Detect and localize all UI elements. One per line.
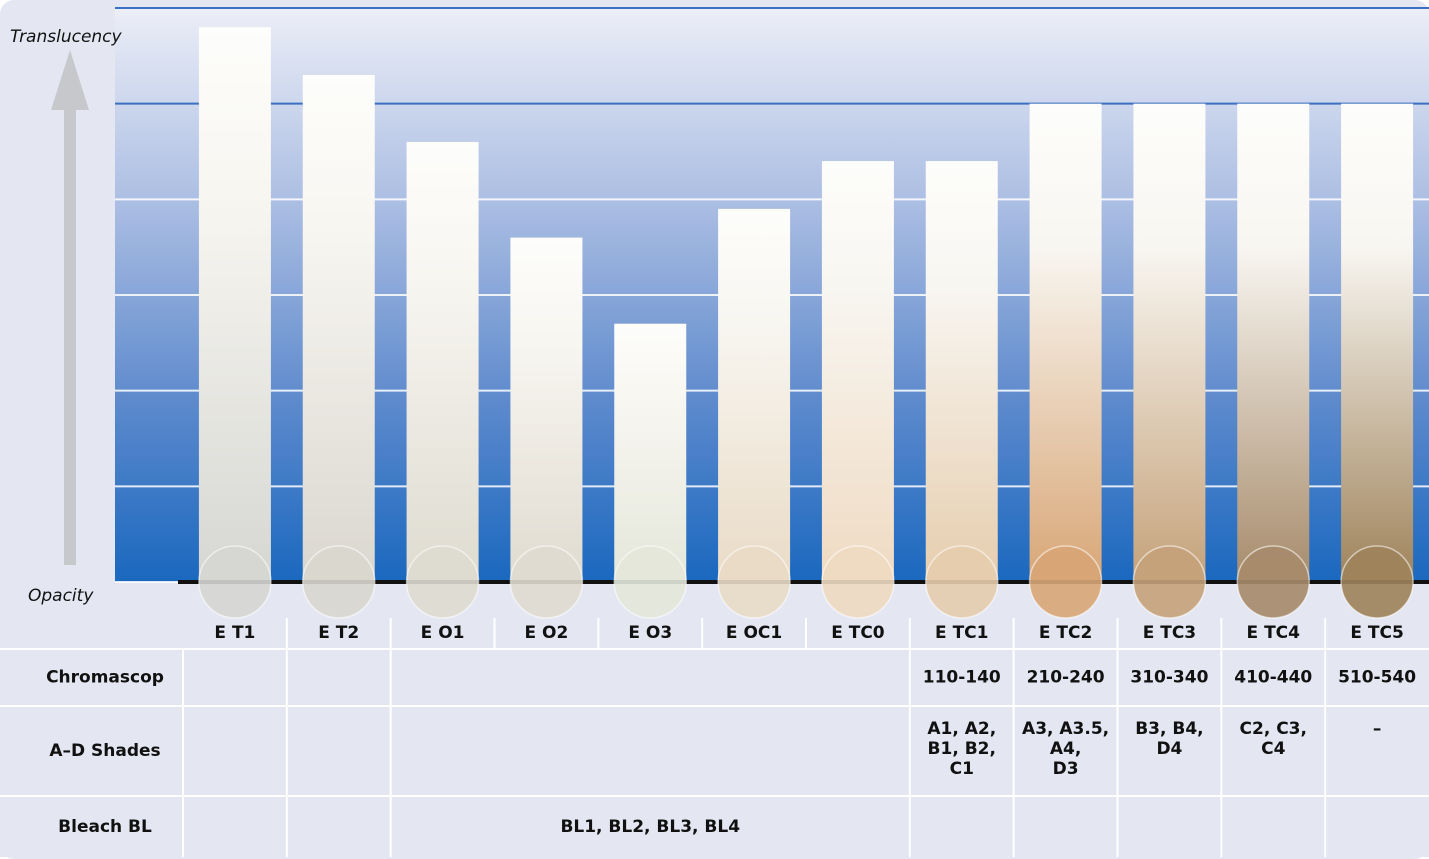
cell-text: A1, A2,	[927, 719, 996, 739]
top-label: Translucency	[10, 27, 123, 47]
cell-text: C2, C3,	[1240, 719, 1307, 739]
cell-text: –	[1373, 719, 1382, 739]
x-tick-label: E TC3	[1143, 623, 1196, 643]
x-tick-label: E OC1	[726, 623, 782, 643]
x-tick-label: E O3	[628, 623, 672, 643]
x-tick-label: E TC2	[1039, 623, 1092, 643]
cell-text: B1, B2,	[928, 739, 996, 759]
bar	[821, 161, 894, 583]
bar	[198, 27, 271, 582]
bottom-label: Opacity	[28, 586, 94, 606]
x-tick-label: E TC1	[935, 623, 988, 643]
bar	[406, 141, 479, 582]
cell-text: C1	[950, 759, 974, 779]
cell-text: B3, B4,	[1135, 719, 1203, 739]
sample-disk	[198, 545, 272, 619]
bar	[1133, 103, 1206, 583]
bar	[1341, 103, 1414, 583]
cell-text: 510-540	[1338, 668, 1416, 688]
sample-disk	[925, 545, 999, 619]
sample-disk	[1132, 545, 1207, 619]
cell-text: A4,	[1050, 739, 1081, 759]
cell-text: A3, A3.5,	[1022, 719, 1109, 739]
bar	[614, 323, 687, 582]
sample-disk	[302, 545, 376, 619]
sample-disk	[717, 545, 791, 619]
row-label: Chromascop	[46, 668, 164, 688]
sample-disk	[1340, 545, 1414, 619]
sample-disk	[1236, 545, 1310, 619]
cell-text: D4	[1156, 739, 1182, 759]
arrow	[51, 50, 89, 565]
bar	[925, 161, 998, 583]
sample-disk	[821, 545, 895, 619]
cell-text: 210-240	[1027, 668, 1105, 688]
x-tick-label: E O2	[525, 623, 569, 643]
sample-disk	[613, 545, 687, 619]
x-tick-label: E TC5	[1350, 623, 1403, 643]
bar	[718, 208, 791, 582]
bar	[302, 74, 375, 582]
sample-disk	[509, 545, 584, 619]
sample-disk	[405, 545, 480, 619]
x-tick-label: E TC4	[1247, 623, 1301, 643]
cell-text: C4	[1261, 739, 1285, 759]
x-tick-label: E TC0	[831, 623, 885, 643]
table-bg	[0, 616, 1429, 857]
cell-text: BL1, BL2, BL3, BL4	[560, 817, 740, 837]
x-tick-label: E T2	[318, 623, 359, 643]
cell-text: 110-140	[923, 668, 1001, 688]
cell-text: 310-340	[1130, 668, 1208, 688]
cell-text: D3	[1053, 759, 1079, 779]
cell-text: 410-440	[1234, 668, 1312, 688]
bar	[510, 237, 583, 582]
bar	[1029, 103, 1102, 583]
x-tick-label: E O1	[421, 623, 465, 643]
x-tick-label: E T1	[214, 623, 255, 643]
sample-disk	[1028, 545, 1103, 619]
row-label: A–D Shades	[49, 741, 160, 761]
bar	[1237, 103, 1310, 583]
row-label: Bleach BL	[58, 817, 152, 837]
